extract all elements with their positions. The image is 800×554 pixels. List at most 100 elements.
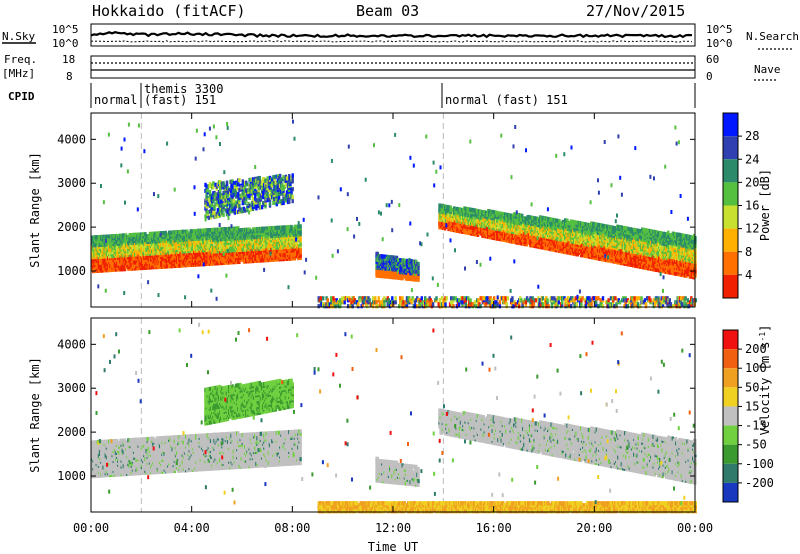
noise-left-tick-top: 10^5	[52, 23, 79, 36]
data-cell	[148, 231, 152, 236]
data-cell	[108, 234, 111, 239]
data-cell	[281, 183, 284, 188]
noise-sky-trace	[90, 31, 693, 39]
data-cell	[268, 201, 272, 206]
data-cell	[284, 182, 288, 187]
noise-right-tick-top: 10^5	[706, 23, 733, 36]
data-cell	[255, 198, 258, 203]
data-cell	[262, 195, 265, 200]
data-cell	[158, 254, 162, 260]
noise-left-tick-bottom: 10^0	[52, 37, 79, 50]
data-cell	[299, 242, 302, 247]
freq-label: Freq.	[4, 53, 37, 66]
data-cell	[145, 234, 148, 239]
data-cell	[237, 192, 240, 197]
data-cell	[192, 250, 196, 255]
data-cell	[137, 244, 140, 249]
data-cell	[190, 229, 194, 234]
power-data-marks	[91, 113, 697, 309]
data-cell	[219, 185, 222, 190]
data-cell	[258, 201, 261, 206]
data-cell	[222, 212, 225, 217]
data-cell	[192, 244, 196, 249]
data-cell	[105, 262, 109, 267]
data-cell	[175, 251, 179, 256]
data-cell	[282, 200, 285, 205]
data-cell	[222, 181, 225, 186]
data-cell	[137, 232, 140, 237]
cpid-panel: CPID normal themis 3300 (fast) 151 norma…	[8, 82, 696, 108]
nave-tick-bottom: 0	[706, 70, 713, 83]
data-cell	[226, 194, 230, 199]
data-cell	[273, 200, 276, 205]
data-cell	[291, 195, 294, 200]
data-cell	[417, 261, 420, 267]
data-cell	[266, 192, 269, 197]
data-cell	[288, 199, 291, 204]
data-cell	[248, 203, 251, 208]
data-cell	[212, 181, 215, 186]
noise-right-label: N.Search	[746, 30, 799, 43]
data-cell	[213, 210, 216, 215]
cpid-segment-2: themis 3300	[144, 82, 223, 96]
data-cell	[282, 175, 285, 180]
data-cell	[232, 181, 235, 186]
data-cell	[273, 174, 276, 180]
freq-tick-top: 18	[62, 53, 75, 66]
data-cell	[175, 230, 179, 235]
data-cell	[238, 187, 241, 193]
data-cell	[128, 250, 131, 256]
noise-panel: N.Sky 10^5 10^0 10^5 10^0 N.Search	[2, 23, 799, 50]
data-cell	[236, 186, 239, 191]
data-cell	[464, 206, 467, 211]
data-cell	[254, 194, 257, 199]
data-cell	[211, 203, 214, 208]
data-cell	[260, 205, 264, 210]
data-cell	[291, 173, 294, 178]
data-cell	[208, 181, 212, 187]
data-cell	[232, 189, 235, 194]
data-cell	[158, 250, 162, 256]
data-cell	[274, 180, 277, 185]
station-title: Hokkaido (fitACF)	[92, 2, 246, 20]
cpid-segment-2-line2: (fast) 151	[144, 93, 216, 107]
data-cell	[262, 191, 265, 196]
freq-tick-bottom: 8	[66, 70, 73, 83]
data-cell	[137, 264, 140, 269]
data-cell	[255, 204, 258, 209]
cpid-segment-1: normal	[94, 93, 137, 107]
data-cell	[274, 184, 277, 189]
data-cell	[277, 195, 281, 200]
data-cell	[291, 187, 294, 192]
frequency-panel: Freq. [MHz] 18 8 60 0 Nave	[2, 53, 781, 83]
data-cell	[216, 208, 220, 213]
data-cell	[299, 224, 302, 229]
data-cell	[192, 229, 196, 234]
data-cell	[232, 198, 235, 204]
data-cell	[206, 210, 209, 215]
nave-label: Nave	[754, 63, 781, 76]
data-cell	[215, 200, 218, 205]
freq-unit-label: [MHz]	[2, 67, 35, 80]
nave-tick-top: 60	[706, 53, 719, 66]
data-cell	[105, 234, 109, 239]
data-cell	[521, 213, 524, 218]
data-cell	[280, 177, 283, 182]
data-cell	[154, 257, 157, 262]
noise-search-trace	[90, 40, 693, 43]
beam-title: Beam 03	[356, 2, 419, 20]
noise-left-label: N.Sky	[2, 30, 35, 43]
data-cell	[243, 208, 247, 213]
data-cell	[248, 193, 251, 198]
data-cell	[266, 176, 269, 181]
data-cell	[206, 188, 209, 193]
data-cell	[291, 179, 294, 184]
data-cell	[299, 236, 302, 241]
data-cell	[207, 215, 210, 220]
data-cell	[225, 180, 229, 185]
cpid-segment-3: normal (fast) 151	[445, 93, 568, 107]
data-cell	[279, 173, 282, 178]
data-cell	[291, 199, 294, 204]
